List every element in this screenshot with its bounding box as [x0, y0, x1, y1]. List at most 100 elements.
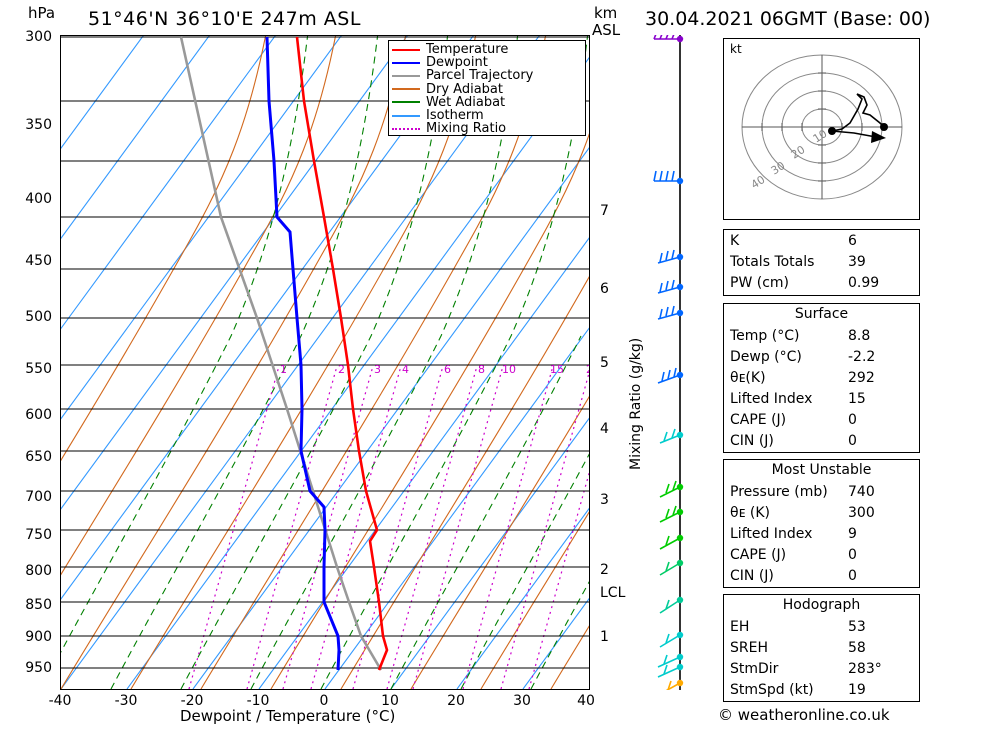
wind-point-925: [676, 653, 684, 661]
wind-point-750: [676, 534, 684, 542]
t-tick-0: 0: [319, 693, 329, 709]
dewpoint-curve: [265, 36, 341, 671]
p-tick-700: 700: [25, 489, 52, 505]
row-surface-temp: Temp (°C) 8.8: [724, 325, 919, 346]
row-surface-cin: CIN (J) 0: [724, 430, 919, 451]
hodograph-ring-labels: 10 20 30 40: [749, 127, 830, 191]
row-sreh: SREH 58: [724, 637, 919, 658]
copyright-label: © weatheronline.co.uk: [718, 706, 890, 724]
value-pw: 0.99: [848, 274, 880, 291]
p-tick-450: 450: [25, 253, 52, 269]
label-surface-cape: CAPE (J): [730, 411, 787, 428]
value-mu-cape: 0: [848, 546, 857, 563]
value-mu-cin: 0: [848, 567, 857, 584]
t-tick-10: 10: [381, 693, 399, 709]
wind-point-950: [676, 663, 684, 671]
value-surface-cin: 0: [848, 432, 857, 449]
altitude-asl-label: ASL: [592, 21, 621, 39]
label-surface-temp: Temp (°C): [730, 327, 800, 344]
value-mu-pressure: 740: [848, 483, 875, 500]
svg-text:20: 20: [586, 363, 589, 376]
wind-point-400: [676, 177, 684, 185]
lcl-label: LCL: [600, 585, 626, 601]
hodograph-origin-marker: [828, 127, 836, 135]
km-tick-1: 1: [600, 629, 609, 645]
km-tick-4: 4: [600, 421, 609, 437]
legend-swatch-dewpoint: [392, 61, 420, 64]
label-mu-cin: CIN (J): [730, 567, 774, 584]
wind-point-975: [676, 679, 684, 687]
legend-label-temperature: Temperature: [426, 42, 509, 58]
wind-barb-650: [659, 480, 681, 498]
altitude-unit-label: km: [594, 4, 618, 22]
svg-text:15: 15: [550, 363, 564, 376]
legend-swatch-isotherm: [392, 114, 420, 117]
legend-label-mixing-ratio: Mixing Ratio: [426, 121, 507, 137]
legend-swatch-temperature: [392, 48, 420, 51]
value-eh: 53: [848, 618, 866, 635]
wind-point-550: [676, 371, 684, 379]
wind-barb-300: [653, 28, 680, 40]
svg-text:10: 10: [811, 127, 830, 145]
p-tick-650: 650: [25, 449, 52, 465]
value-surface-temp: 8.8: [848, 327, 871, 344]
t-tick-20: 20: [447, 693, 465, 709]
legend-label-wet-adiabat: Wet Adiabat: [426, 94, 506, 110]
row-pw: PW (cm) 0.99: [724, 272, 919, 293]
wind-point-300: [676, 35, 684, 43]
km-tick-5: 5: [600, 355, 609, 371]
wind-point-600: [676, 431, 684, 439]
svg-text:6: 6: [444, 363, 451, 376]
t-tick-40: 40: [577, 693, 595, 709]
label-surface-cin: CIN (J): [730, 432, 774, 449]
value-sreh: 58: [848, 639, 866, 656]
km-tick-2: 2: [600, 562, 609, 578]
x-axis-title: Dewpoint / Temperature (°C): [180, 707, 396, 725]
legend-item-temperature: Temperature: [392, 42, 582, 58]
wind-barb-400: [653, 170, 680, 182]
legend-label-parcel-trajectory: Parcel Trajectory: [426, 68, 534, 84]
value-totals-totals: 39: [848, 253, 866, 270]
svg-text:3: 3: [374, 363, 381, 376]
row-mu-lifted-index: Lifted Index 9: [724, 523, 919, 544]
hodo-axes: [742, 55, 902, 199]
legend-label-isotherm: Isotherm: [426, 108, 484, 124]
label-mu-pressure: Pressure (mb): [730, 483, 828, 500]
label-mu-thetae: θᴇ (K): [730, 504, 770, 521]
surface-panel: Surface Temp (°C) 8.8 Dewp (°C) -2.2 θᴇ(K)…: [723, 303, 920, 453]
row-eh: EH 53: [724, 616, 919, 637]
wind-point-650: [676, 483, 684, 491]
svg-text:1: 1: [280, 363, 287, 376]
row-stmspd: StmSpd (kt) 19: [724, 679, 919, 700]
wind-point-500: [676, 309, 684, 317]
label-eh: EH: [730, 618, 750, 635]
station-title: 51°46'N 36°10'E 247m ASL: [88, 8, 361, 30]
km-tick-7: 7: [600, 203, 609, 219]
legend-swatch-wet-adiabat: [392, 101, 420, 104]
svg-text:30: 30: [769, 159, 788, 177]
wind-point-475: [676, 283, 684, 291]
p-tick-350: 350: [25, 117, 52, 133]
hodograph-unit-label: kt: [730, 42, 742, 56]
wind-barb-950: [657, 664, 681, 678]
legend-item-wet-adiabat: Wet Adiabat: [392, 94, 582, 110]
value-mu-thetae: 300: [848, 504, 875, 521]
wind-barb-800: [659, 561, 681, 576]
hodograph-end-marker: [880, 123, 888, 131]
value-surface-cape: 0: [848, 411, 857, 428]
wind-barb-475: [657, 279, 681, 294]
label-mu-cape: CAPE (J): [730, 546, 787, 563]
most-unstable-panel-title: Most Unstable: [771, 462, 872, 478]
svg-text:4: 4: [402, 363, 409, 376]
parcel-trajectory-curve: [179, 36, 383, 671]
wet-adiabat-lines: [61, 36, 589, 689]
hodograph-stats-title: Hodograph: [782, 597, 861, 613]
legend-label-dry-adiabat: Dry Adiabat: [426, 81, 503, 97]
value-mu-lifted-index: 9: [848, 525, 857, 542]
p-tick-500: 500: [25, 309, 52, 325]
row-totals-totals: Totals Totals 39: [724, 251, 919, 272]
legend-item-dewpoint: Dewpoint: [392, 55, 582, 70]
value-k: 6: [848, 232, 857, 249]
